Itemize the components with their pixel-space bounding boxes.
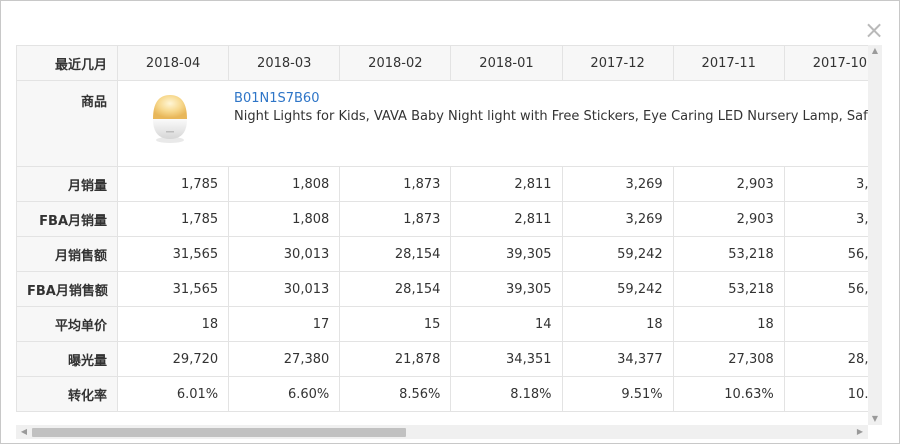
table-cell: 28,57 (783, 341, 868, 377)
table-cell: 15 (339, 306, 452, 342)
table-cell: 56,71 (783, 271, 868, 307)
table-cell: 1,873 (339, 201, 452, 237)
table-cell: 3,12 (783, 166, 868, 202)
table-cell: 1,873 (339, 166, 452, 202)
table-cell: 28,154 (339, 236, 452, 272)
table-cell: 10.63% (672, 376, 785, 412)
scroll-down-arrow-icon[interactable]: ▼ (871, 414, 879, 423)
conversion-rate-row: 转化率 6.01% 6.60% 8.56% 8.18% 9.51% 10.63%… (16, 376, 868, 412)
scroll-right-arrow-icon[interactable]: ▶ (856, 427, 864, 436)
month-header-row: 最近几月 2018-04 2018-03 2018-02 2018-01 201… (16, 45, 868, 81)
table-cell: 18 (117, 306, 230, 342)
night-light-product-image[interactable] (144, 91, 196, 145)
avg-price-row: 平均单价 18 17 15 14 18 18 1 (16, 306, 868, 342)
monthly-sales-row: 月销量 1,785 1,808 1,873 2,811 3,269 2,903 … (16, 166, 868, 202)
table-cell: 2,811 (450, 201, 563, 237)
table-cell: 1 (783, 306, 868, 342)
table-cell: 34,351 (450, 341, 563, 377)
table-cell: 1,808 (228, 166, 341, 202)
sales-history-table: 最近几月 2018-04 2018-03 2018-02 2018-01 201… (16, 45, 868, 412)
table-cell: 9.51% (561, 376, 674, 412)
row-label-month: 最近几月 (16, 45, 119, 81)
table-cell: 30,013 (228, 236, 341, 272)
table-cell: 14 (450, 306, 563, 342)
table-cell: 27,380 (228, 341, 341, 377)
month-header: 2018-04 (117, 45, 230, 81)
fba-monthly-sales-row: FBA月销量 1,785 1,808 1,873 2,811 3,269 2,9… (16, 201, 868, 237)
table-cell: 29,720 (117, 341, 230, 377)
product-title: Night Lights for Kids, VAVA Baby Night l… (234, 109, 868, 124)
monthly-revenue-row: 月销售额 31,565 30,013 28,154 39,305 59,242 … (16, 236, 868, 272)
table-cell: 2,903 (672, 201, 785, 237)
row-label-avg-price: 平均单价 (16, 306, 119, 342)
month-header: 2018-01 (450, 45, 563, 81)
month-header: 2017-12 (561, 45, 674, 81)
table-cell: 3,12 (783, 201, 868, 237)
scroll-left-arrow-icon[interactable]: ◀ (20, 427, 28, 436)
product-asin-link[interactable]: B01N1S7B60 (234, 91, 320, 106)
table-cell: 31,565 (117, 236, 230, 272)
table-cell: 6.60% (228, 376, 341, 412)
table-cell: 53,218 (672, 271, 785, 307)
table-cell: 8.56% (339, 376, 452, 412)
row-label-conversion-rate: 转化率 (16, 376, 119, 412)
table-cell: 6.01% (117, 376, 230, 412)
close-icon[interactable]: × (863, 16, 885, 44)
table-cell: 3,269 (561, 201, 674, 237)
table-cell: 59,242 (561, 271, 674, 307)
vertical-scrollbar[interactable]: ▲ ▼ (868, 45, 882, 425)
table-cell: 2,903 (672, 166, 785, 202)
row-label-impressions: 曝光量 (16, 341, 119, 377)
table-cell: 1,808 (228, 201, 341, 237)
table-cell: 2,811 (450, 166, 563, 202)
table-cell: 17 (228, 306, 341, 342)
table-cell: 18 (672, 306, 785, 342)
table-cell: 1,785 (117, 201, 230, 237)
impressions-row: 曝光量 29,720 27,380 21,878 34,351 34,377 2… (16, 341, 868, 377)
scrollbar-corner (868, 425, 882, 439)
table-cell: 28,154 (339, 271, 452, 307)
table-cell: 30,013 (228, 271, 341, 307)
table-cell: 1,785 (117, 166, 230, 202)
table-cell: 56,71 (783, 236, 868, 272)
row-label-product: 商品 (16, 80, 119, 167)
horizontal-scrollbar[interactable]: ◀ ▶ (16, 425, 868, 439)
table-cell: 21,878 (339, 341, 452, 377)
scroll-up-arrow-icon[interactable]: ▲ (871, 46, 879, 55)
vertical-scroll-thumb[interactable] (871, 59, 879, 399)
table-cell: 27,308 (672, 341, 785, 377)
table-cell: 53,218 (672, 236, 785, 272)
month-header: 2018-02 (339, 45, 452, 81)
table-cell: 34,377 (561, 341, 674, 377)
row-label-fba-monthly-revenue: FBA月销售额 (16, 271, 119, 307)
month-header: 2018-03 (228, 45, 341, 81)
table-cell: 3,269 (561, 166, 674, 202)
table-cell: 10.93 (783, 376, 868, 412)
row-label-fba-monthly-sales: FBA月销量 (16, 201, 119, 237)
product-row: 商品 (16, 80, 868, 167)
table-cell: 8.18% (450, 376, 563, 412)
month-header: 2017-10 (783, 45, 868, 81)
table-cell: 18 (561, 306, 674, 342)
table-viewport[interactable]: 最近几月 2018-04 2018-03 2018-02 2018-01 201… (16, 45, 868, 425)
table-cell: 39,305 (450, 271, 563, 307)
table-cell: 59,242 (561, 236, 674, 272)
row-label-monthly-revenue: 月销售额 (16, 236, 119, 272)
table-cell: 39,305 (450, 236, 563, 272)
row-label-monthly-sales: 月销量 (16, 166, 119, 202)
horizontal-scroll-thumb[interactable] (32, 428, 406, 437)
table-cell: 31,565 (117, 271, 230, 307)
product-cell: B01N1S7B60 Night Lights for Kids, VAVA B… (117, 80, 868, 167)
fba-monthly-revenue-row: FBA月销售额 31,565 30,013 28,154 39,305 59,2… (16, 271, 868, 307)
month-header: 2017-11 (672, 45, 785, 81)
